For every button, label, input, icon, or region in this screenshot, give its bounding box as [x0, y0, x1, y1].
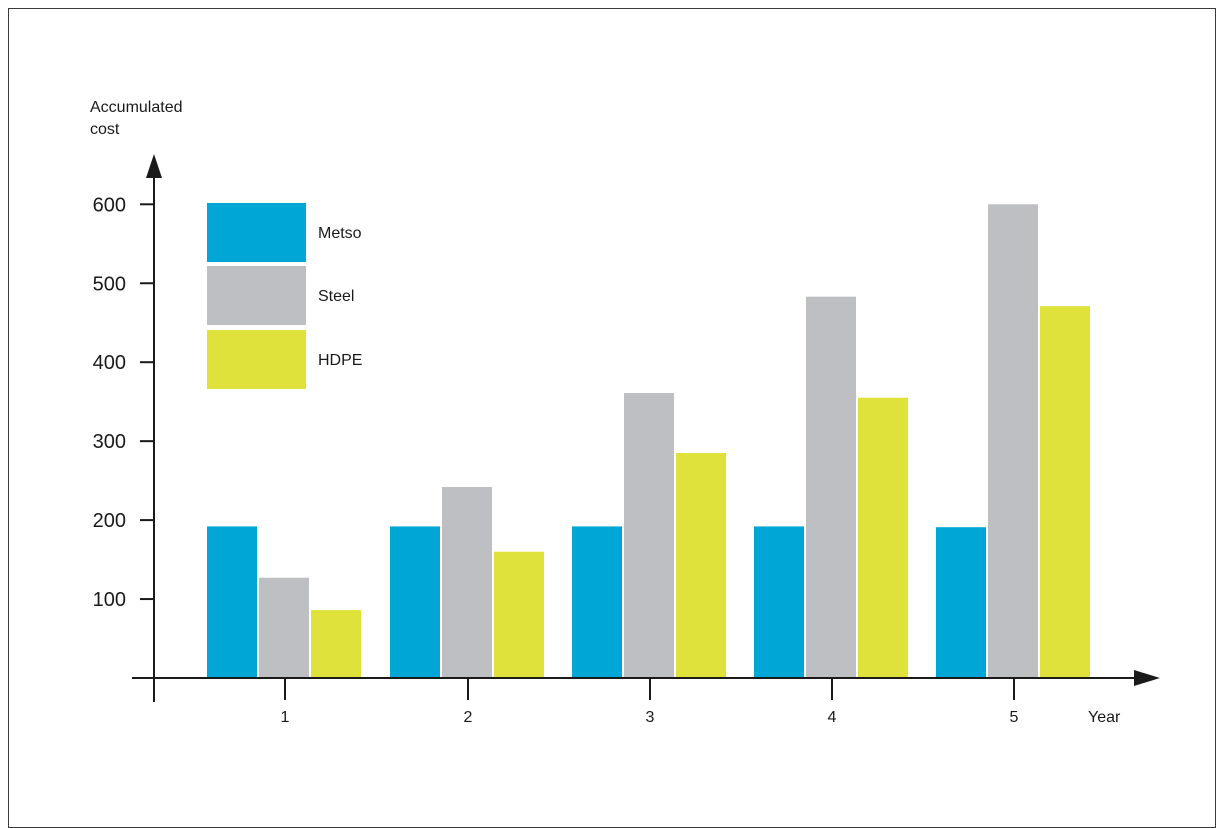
bar-chart: Accumulated cost Year 100 200 300 400 500 600…	[90, 99, 1160, 726]
bar-hdpe-year-2	[494, 551, 544, 677]
x-tick-label-5: 5	[1010, 709, 1019, 726]
bar-steel-year-1	[259, 577, 309, 677]
y-axis-arrow	[146, 154, 162, 178]
legend-label-hdpe: HDPE	[318, 352, 362, 369]
bars	[207, 204, 1090, 678]
legend-label-steel: Steel	[318, 288, 354, 305]
legend-swatch-steel	[207, 266, 306, 325]
bar-metso-year-5	[936, 527, 986, 677]
y-tick-label-600: 600	[93, 194, 126, 216]
x-axis-arrow	[1134, 670, 1160, 686]
y-tick-label-300: 300	[93, 431, 126, 453]
bar-metso-year-1	[207, 526, 257, 677]
bar-metso-year-2	[390, 526, 440, 677]
y-axis-title-line-1: Accumulated	[90, 99, 183, 116]
y-tick-label-100: 100	[93, 589, 126, 611]
x-ticks: 1 2 3 4 5	[281, 678, 1019, 726]
bar-hdpe-year-3	[676, 452, 726, 677]
legend: Metso Steel HDPE	[207, 203, 362, 389]
x-tick-label-1: 1	[281, 709, 290, 726]
x-tick-label-2: 2	[464, 709, 473, 726]
bar-steel-year-5	[988, 204, 1038, 678]
bar-hdpe-year-4	[858, 397, 908, 677]
legend-label-metso: Metso	[318, 225, 362, 242]
legend-swatch-hdpe	[207, 330, 306, 389]
y-tick-label-400: 400	[93, 352, 126, 374]
bar-steel-year-3	[624, 392, 674, 677]
bar-steel-year-4	[806, 296, 856, 677]
legend-swatch-metso	[207, 203, 306, 262]
y-tick-label-500: 500	[93, 273, 126, 295]
x-tick-label-3: 3	[646, 709, 655, 726]
bar-metso-year-4	[754, 526, 804, 677]
bar-metso-year-3	[572, 526, 622, 677]
x-tick-label-4: 4	[828, 709, 837, 726]
y-tick-label-200: 200	[93, 510, 126, 532]
y-axis-title-line-2: cost	[90, 121, 120, 138]
x-axis-title: Year	[1088, 709, 1121, 726]
bar-steel-year-2	[442, 486, 492, 677]
bar-hdpe-year-1	[311, 610, 361, 677]
y-ticks: 100 200 300 400 500 600	[93, 194, 154, 611]
bar-hdpe-year-5	[1040, 306, 1090, 677]
